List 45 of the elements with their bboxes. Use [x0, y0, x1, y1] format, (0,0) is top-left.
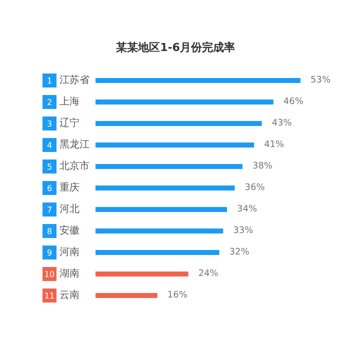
y-tick-label: 安徽 — [60, 224, 80, 236]
text: 8 — [46, 227, 52, 236]
text: 7 — [46, 206, 52, 214]
data-label: 24% — [198, 269, 219, 279]
bar — [96, 186, 235, 190]
data-label: 16% — [167, 290, 188, 300]
data-label: 41% — [264, 140, 285, 150]
text: 6 — [46, 184, 52, 193]
bar — [96, 142, 254, 148]
text: 2 — [46, 98, 52, 107]
data-label: 36% — [244, 183, 266, 193]
y-tick-label: 河北 — [60, 203, 80, 215]
bar — [96, 164, 242, 169]
y-tick-label: 云南 — [60, 289, 80, 301]
bar — [96, 293, 158, 298]
y-tick-label: 河南 — [60, 246, 80, 258]
data-label: 34% — [237, 204, 258, 214]
bar — [96, 100, 274, 104]
text: 10 — [44, 270, 55, 279]
data-label: 46% — [283, 97, 304, 107]
chart-title: 某某地区1-6月份完成率 — [115, 41, 235, 54]
bar — [96, 250, 220, 255]
y-tick-label: 辽宁 — [60, 117, 80, 129]
text: 9 — [46, 248, 52, 258]
text: 4 — [46, 141, 52, 150]
y-tick-label: 黑龙江 — [60, 138, 90, 150]
text: 11 — [44, 292, 55, 300]
data-label: 53% — [310, 76, 331, 86]
bar — [96, 228, 224, 234]
y-tick-label: 江苏省 — [60, 74, 90, 86]
data-label: 33% — [233, 226, 254, 236]
y-tick-label: 上海 — [60, 96, 80, 108]
bar — [96, 78, 300, 83]
y-tick-label: 北京市 — [60, 160, 90, 172]
y-tick-label: 重庆 — [60, 182, 80, 194]
bar — [96, 272, 188, 276]
text: 5 — [46, 162, 52, 172]
text: 1 — [46, 76, 52, 86]
data-label: 32% — [229, 248, 250, 258]
data-label: 43% — [272, 118, 292, 128]
bar — [96, 121, 262, 126]
y-tick-label: 湖南 — [60, 268, 80, 280]
data-label: 38% — [252, 162, 273, 172]
bar — [96, 207, 228, 212]
text: 3 — [46, 120, 52, 128]
